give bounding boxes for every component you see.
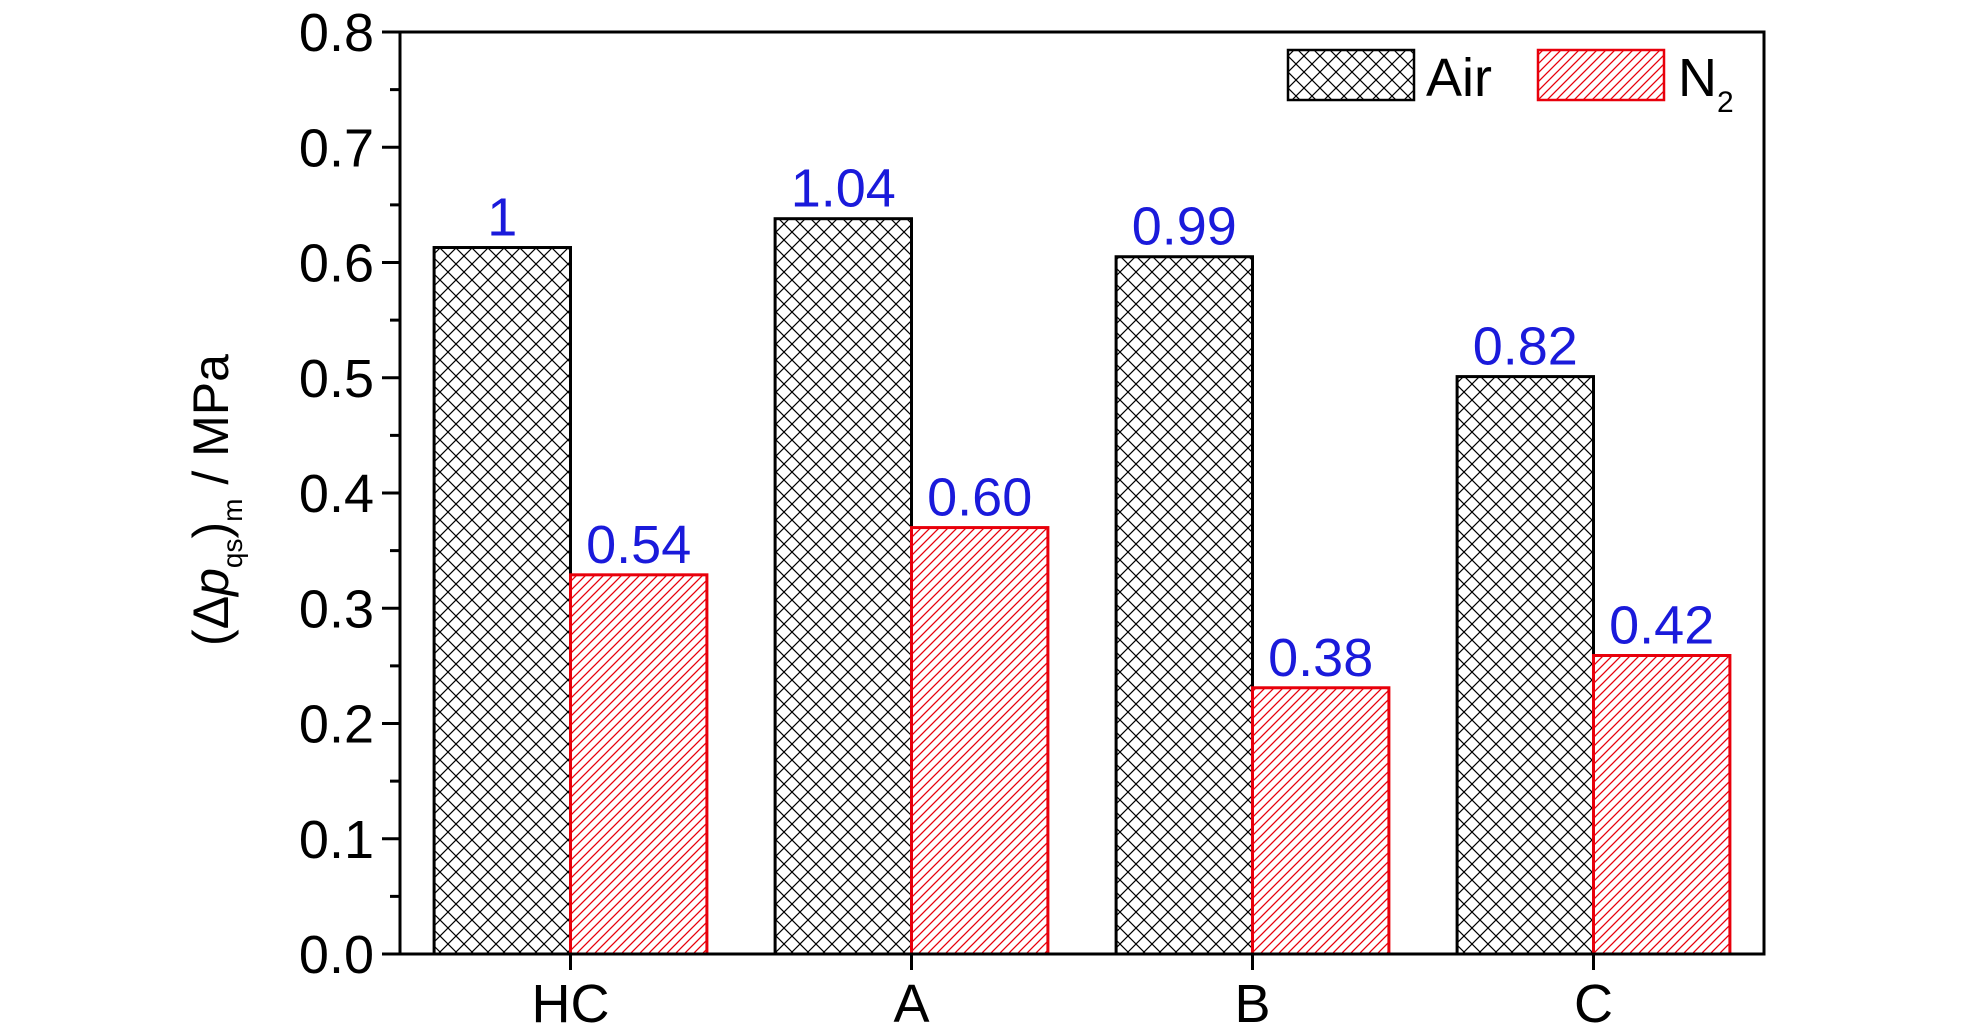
- data-label-bar-n2-a: 0.60: [927, 468, 1032, 528]
- x-tick-label: C: [1574, 974, 1613, 1028]
- y-tick-label: 0.1: [299, 810, 374, 870]
- x-tick-label: HC: [532, 974, 610, 1028]
- bar-air-c: [1455, 375, 1595, 956]
- y-axis-tick-labels: 0.0 0.1 0.2 0.3 0.4 0.5 0.6 0.7 0.8: [299, 3, 374, 985]
- legend-swatch-n2: [1536, 48, 1666, 102]
- legend-label-air: Air: [1426, 48, 1492, 108]
- bar-n2-b: [1251, 686, 1391, 956]
- bar-n2-c: [1592, 654, 1732, 956]
- bar-air-a: [773, 217, 913, 956]
- y-tick-label: 0.3: [299, 579, 374, 639]
- data-label-bar-air-b: 0.99: [1132, 197, 1237, 257]
- y-tick-label: 0.4: [299, 464, 374, 524]
- x-axis-tick-labels: HC A B C: [532, 974, 1614, 1028]
- x-axis-ticks: [569, 954, 1595, 970]
- data-label-bar-air-a: 1.04: [791, 159, 896, 219]
- data-label-bar-air-hc: 1: [487, 188, 517, 248]
- data-label-bar-n2-b: 0.38: [1268, 628, 1373, 688]
- data-label-bar-n2-c: 0.42: [1609, 596, 1714, 656]
- legend: Air N2: [1286, 48, 1734, 119]
- y-tick-label: 0.2: [299, 695, 374, 755]
- data-label-bar-n2-hc: 0.54: [586, 515, 691, 575]
- y-tick-label: 0.6: [299, 234, 374, 294]
- bar-data-labels: 1 0.54 1.04 0.60 0.99 0.38 0.82 0.42: [487, 159, 1714, 688]
- y-tick-label: 0.8: [299, 3, 374, 63]
- y-axis-label: (Δpqs)m / MPa: [183, 354, 248, 646]
- bar-n2-hc: [569, 573, 709, 956]
- x-tick-label: A: [893, 974, 929, 1028]
- bar-n2-a: [910, 526, 1050, 956]
- bars-group: [432, 217, 1732, 956]
- y-tick-label: 0.0: [299, 925, 374, 985]
- y-axis-ticks: [382, 30, 400, 956]
- y-tick-label: 0.5: [299, 349, 374, 409]
- y-tick-label: 0.7: [299, 118, 374, 178]
- data-label-bar-air-c: 0.82: [1473, 317, 1578, 377]
- legend-label-n2: N2: [1678, 48, 1734, 119]
- bar-air-b: [1114, 255, 1254, 956]
- bar-air-hc: [432, 246, 572, 956]
- legend-swatch-air: [1286, 48, 1416, 102]
- x-tick-label: B: [1234, 974, 1270, 1028]
